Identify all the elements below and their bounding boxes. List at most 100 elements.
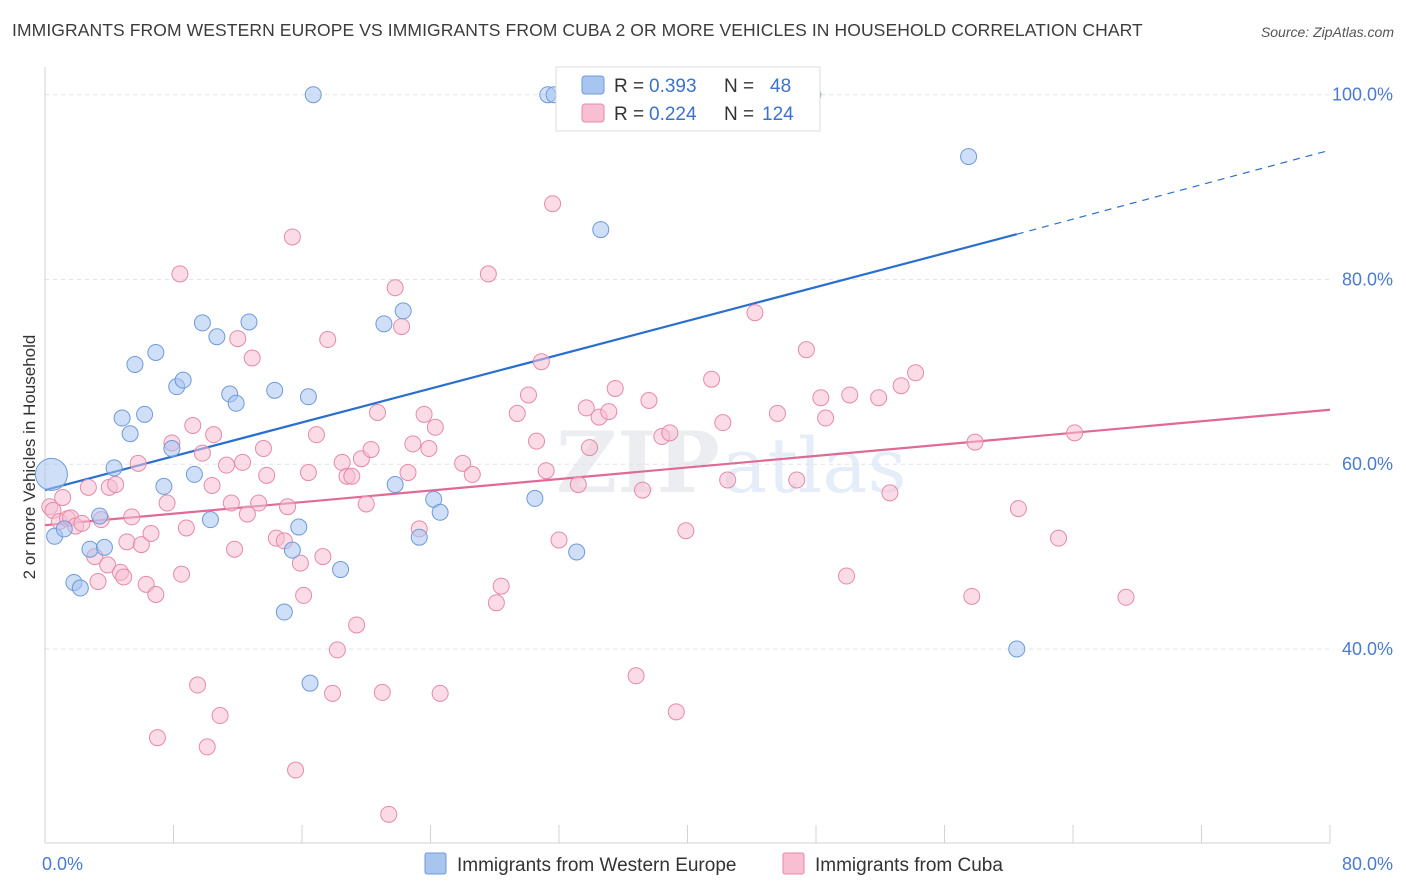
point-cuba-12 [99,556,117,574]
point-cuba-32 [193,444,211,462]
chart-title: IMMIGRANTS FROM WESTERN EUROPE VS IMMIGR… [12,20,1143,40]
point-cuba-84 [508,404,526,422]
point-cuba-73 [404,435,422,453]
x-tick-label-max: 80.0% [1342,854,1393,874]
legend-r-value-cuba: 0.224 [649,104,697,125]
point-western-europe-20 [201,511,219,529]
legend-r-label-cuba: R = [614,104,644,125]
point-western-europe-21 [208,328,226,346]
point-cuba-101 [661,424,679,442]
y-tick-label-2: 80.0% [1342,269,1393,289]
point-western-europe-19 [193,314,211,332]
data-points [34,86,1135,823]
point-western-europe-30 [301,674,319,692]
point-cuba-102 [667,703,685,721]
legend-n-value-cuba: 124 [762,104,794,125]
point-cuba-3 [54,488,72,506]
trend-line-extension-western-europe [1016,149,1331,235]
point-cuba-124 [1117,588,1135,606]
point-cuba-92 [577,399,595,417]
point-western-europe-29 [299,388,317,406]
point-cuba-93 [581,439,599,457]
point-cuba-82 [487,594,505,612]
point-cuba-49 [279,498,297,516]
point-western-europe-32 [332,561,350,579]
point-cuba-120 [966,433,984,451]
legend-bottom-swatch-cuba [782,852,805,875]
point-cuba-89 [544,195,562,213]
legend-swatch-western-europe [581,75,605,95]
point-cuba-42 [238,505,256,523]
x-tick-labels: 0.0% 80.0% [42,854,1393,874]
point-cuba-119 [963,587,981,605]
point-cuba-35 [205,426,223,444]
point-cuba-59 [328,641,346,659]
point-cuba-91 [569,476,587,494]
point-cuba-28 [173,565,191,583]
point-cuba-18 [123,508,141,526]
point-western-europe-2 [55,520,73,538]
point-cuba-83 [492,577,510,595]
y-tick-label-3: 100.0% [1332,85,1393,105]
point-cuba-103 [677,522,695,540]
point-cuba-116 [881,484,899,502]
point-western-europe-10 [121,425,139,443]
point-cuba-29 [177,519,195,537]
point-cuba-27 [171,265,189,283]
point-cuba-81 [479,265,497,283]
point-cuba-80 [463,465,481,483]
point-cuba-51 [287,761,305,779]
point-western-europe-34 [386,476,404,494]
legend-top: R = 0.393 N = 48 R = 0.224 N = 124 [555,66,821,132]
point-cuba-78 [431,684,449,702]
point-cuba-98 [634,481,652,499]
point-cuba-63 [348,616,366,634]
point-cuba-69 [380,805,398,823]
point-western-europe-6 [91,507,109,525]
point-western-europe-13 [147,343,165,361]
point-cuba-118 [907,364,925,382]
point-cuba-8 [79,478,97,496]
point-western-europe-43 [592,221,610,239]
point-cuba-40 [229,330,247,348]
gridlines [45,94,1330,650]
point-cuba-23 [147,585,165,603]
point-cuba-117 [892,377,910,395]
point-cuba-34 [203,476,221,494]
point-cuba-106 [719,471,737,489]
point-cuba-58 [324,684,342,702]
point-cuba-45 [254,440,272,458]
point-cuba-85 [519,386,537,404]
legend-bottom: Immigrants from Western Europe Immigrant… [424,852,1003,876]
legend-n-label-cuba: N = [724,104,754,125]
point-cuba-90 [550,531,568,549]
point-cuba-75 [415,405,433,423]
point-cuba-36 [211,707,229,725]
point-western-europe-23 [227,394,245,412]
point-cuba-39 [226,540,244,558]
point-cuba-55 [307,426,325,444]
legend-bottom-swatch-western-europe [424,852,447,875]
point-cuba-112 [817,409,835,427]
point-western-europe-5 [81,540,99,558]
point-western-europe-26 [275,603,293,621]
y-tick-label-0: 40.0% [1342,639,1393,659]
point-cuba-38 [222,494,240,512]
point-western-europe-12 [136,405,154,423]
point-cuba-44 [250,494,268,512]
point-cuba-53 [295,586,313,604]
y-axis-title: 2 or more Vehicles in Household [20,335,39,580]
point-cuba-99 [640,391,658,409]
point-cuba-97 [627,667,645,685]
point-cuba-110 [797,341,815,359]
point-cuba-79 [454,454,472,472]
point-cuba-114 [841,386,859,404]
point-cuba-54 [299,464,317,482]
point-western-europe-33 [375,315,393,333]
point-cuba-16 [115,568,133,586]
legend-bottom-label-western-europe: Immigrants from Western Europe [457,855,736,876]
point-cuba-17 [118,533,136,551]
point-cuba-105 [714,414,732,432]
legend-bottom-label-cuba: Immigrants from Cuba [815,855,1003,876]
